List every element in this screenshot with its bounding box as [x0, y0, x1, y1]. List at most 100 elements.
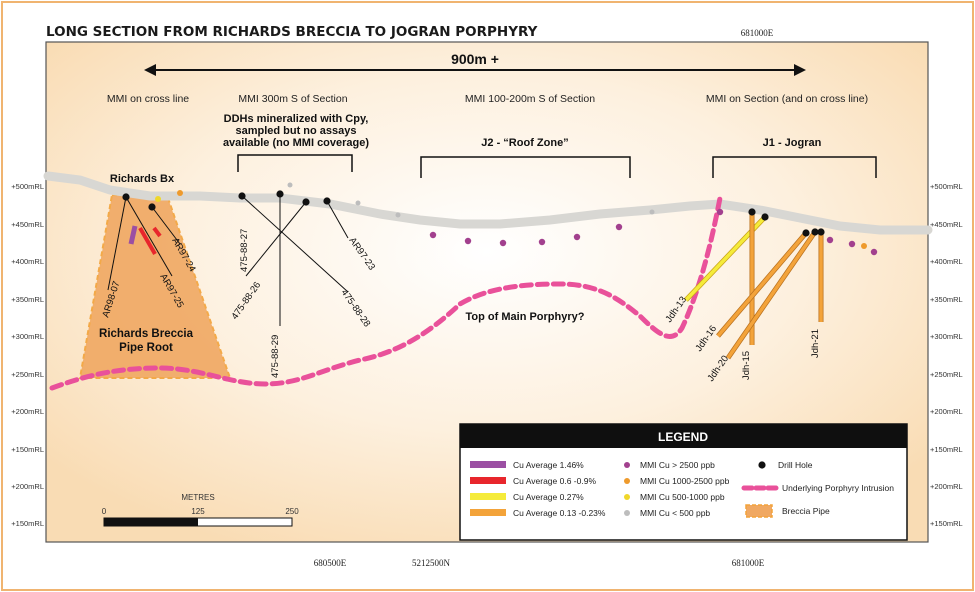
- central-drill-holes: [238, 190, 349, 326]
- mmi-point: [177, 190, 183, 196]
- mmi-point: [287, 182, 293, 188]
- legend-label-breccia: Breccia Pipe: [782, 506, 830, 516]
- legend-label-porphyry: Underlying Porphyry Intrusion: [782, 483, 894, 493]
- section-title: LONG SECTION FROM RICHARDS BRECCIA TO JO…: [46, 24, 538, 40]
- elev-label: +350mRL: [930, 295, 963, 304]
- mmi-label-on-section: MMI on Section (and on cross line): [706, 93, 868, 105]
- zone-j1-label: J1 - Jogran: [763, 137, 822, 149]
- legend-dot-mmi-3: [624, 494, 630, 500]
- legend-swatch-cu-2: [470, 477, 506, 484]
- drill-collar: [802, 229, 810, 237]
- porphyry-contact: [49, 195, 723, 391]
- ddh-note-line-2: sampled but no assays: [235, 125, 356, 137]
- cu-interval: [726, 231, 817, 359]
- scale-bar-black: [104, 518, 198, 526]
- legend-label-mmi-2: MMI Cu 1000-2500 ppb: [640, 476, 730, 486]
- elev-label: +450mRL: [11, 220, 44, 229]
- mmi-points: [155, 182, 878, 256]
- hole-label-jdh-15: Jdh-15: [741, 351, 752, 380]
- legend-dot-mmi-1: [624, 462, 630, 468]
- scale-bar: METRES 0 125 250: [102, 493, 299, 527]
- hole-label-475-88-29: 475-88-29: [270, 335, 281, 378]
- legend-label-cu-2: Cu Average 0.6 -0.9%: [513, 476, 596, 486]
- ddh-note-line-3: available (no MMI coverage): [223, 137, 369, 149]
- mmi-point: [395, 212, 401, 218]
- mmi-point: [464, 237, 472, 245]
- cu-interval: [152, 226, 162, 238]
- ground-surface: [43, 171, 933, 235]
- elev-label: +300mRL: [11, 332, 44, 341]
- drill-collar: [122, 193, 130, 201]
- scale-tick-250: 250: [285, 507, 299, 516]
- mmi-label-300m: MMI 300m S of Section: [238, 93, 347, 105]
- elev-label: +200mRL: [11, 482, 44, 491]
- legend: LEGEND Cu Average 1.46% Cu Average 0.6 -…: [459, 423, 908, 541]
- zone-j2-bracket: [420, 156, 631, 178]
- hole-trace: [107, 196, 127, 291]
- hole-trace: [151, 206, 181, 245]
- mmi-point: [861, 243, 867, 249]
- hole-trace: [241, 195, 349, 293]
- cu-interval: [138, 227, 157, 255]
- jogran-drill-holes: [684, 208, 825, 360]
- hole-label-jdh-21: Jdh-21: [810, 329, 821, 358]
- drill-collar: [817, 228, 825, 236]
- mmi-point: [538, 238, 546, 246]
- legend-label-mmi-1: MMI Cu > 2500 ppb: [640, 460, 715, 470]
- elev-label: +400mRL: [930, 257, 963, 266]
- pipe-root-label-2: Pipe Root: [119, 342, 173, 354]
- legend-label-mmi-4: MMI Cu < 500 ppb: [640, 508, 710, 518]
- legend-swatch-cu-3: [470, 493, 506, 500]
- legend-label-cu-1: Cu Average 1.46%: [513, 460, 584, 470]
- elev-label: +400mRL: [11, 257, 44, 266]
- ddh-bracket: [237, 154, 353, 172]
- left-elevation-axis: +500mRL +450mRL +400mRL +350mRL +300mRL …: [11, 182, 44, 528]
- elev-label: +150mRL: [930, 445, 963, 454]
- pipe-root-label-1: Richards Breccia: [99, 328, 194, 340]
- richards-drill-holes: [107, 193, 181, 291]
- elev-label: +300mRL: [930, 332, 963, 341]
- elev-label: +250mRL: [11, 370, 44, 379]
- legend-label-cu-4: Cu Average 0.13 -0.23%: [513, 508, 606, 518]
- top-easting-label: 681000E: [741, 28, 774, 38]
- hole-trace: [125, 196, 173, 277]
- mmi-point: [615, 223, 623, 231]
- mmi-label-100-200m: MMI 100-200m S of Section: [465, 93, 595, 105]
- mmi-point: [429, 231, 437, 239]
- drill-collar: [276, 190, 284, 198]
- elev-label: +200mRL: [930, 482, 963, 491]
- scale-tick-0: 0: [102, 507, 107, 516]
- hole-trace: [245, 201, 307, 277]
- mmi-point: [870, 248, 878, 256]
- mmi-point: [716, 208, 724, 216]
- legend-swatch-cu-4: [470, 509, 506, 516]
- legend-breccia-icon: [745, 504, 773, 518]
- mmi-point: [155, 196, 161, 202]
- legend-label-cu-3: Cu Average 0.27%: [513, 492, 584, 502]
- cu-interval: [716, 231, 808, 338]
- mmi-point: [826, 236, 834, 244]
- legend-label-mmi-3: MMI Cu 500-1000 ppb: [640, 492, 725, 502]
- ddh-note-line-1: DDHs mineralized with Cpy,: [224, 113, 369, 125]
- mmi-point: [649, 209, 655, 215]
- elev-label: +500mRL: [930, 182, 963, 191]
- drill-collar: [811, 228, 819, 236]
- top-porphyry-label: Top of Main Porphyry?: [466, 311, 585, 323]
- scale-title: METRES: [181, 493, 214, 502]
- mmi-label-cross-line: MMI on cross line: [107, 93, 189, 105]
- elev-label: +200mRL: [11, 407, 44, 416]
- legend-swatch-cu-1: [470, 461, 506, 468]
- span-arrow: [144, 64, 806, 76]
- scale-tick-125: 125: [191, 507, 205, 516]
- mmi-point: [355, 200, 361, 206]
- mmi-point: [499, 239, 507, 247]
- legend-dot-mmi-2: [624, 478, 630, 484]
- zone-j1-bracket: [712, 156, 877, 178]
- elev-label: +150mRL: [11, 445, 44, 454]
- cu-interval: [128, 225, 138, 245]
- legend-dot-mmi-4: [624, 510, 630, 516]
- easting-label-680500: 680500E: [314, 558, 347, 568]
- legend-title: LEGEND: [658, 430, 708, 444]
- mmi-point: [573, 233, 581, 241]
